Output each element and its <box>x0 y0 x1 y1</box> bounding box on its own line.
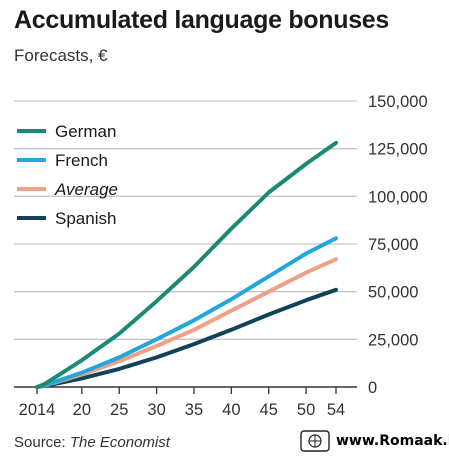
y-tick-label: 125,000 <box>368 141 428 159</box>
x-axis: 2014 20 25 30 35 40 45 50 54 <box>14 386 357 419</box>
series-line-german <box>35 140 338 389</box>
legend-label: French <box>55 151 108 170</box>
x-tick-label: 40 <box>222 401 240 419</box>
legend-label: German <box>55 122 116 141</box>
x-tick-label: 20 <box>73 401 91 419</box>
source-note: Source: The Economist <box>14 434 170 451</box>
y-tick-label: 150,000 <box>368 93 428 111</box>
source-publication: The Economist <box>69 434 170 451</box>
y-axis: 0 25,000 50,000 75,000 100,000 125,000 150,000 <box>368 93 428 397</box>
x-tick-label: 30 <box>147 401 165 419</box>
legend-label: Average <box>54 180 118 199</box>
chart-subtitle: Forecasts, € <box>14 46 108 65</box>
y-tick-label: 100,000 <box>368 188 428 206</box>
chart-title: Accumulated language bonuses <box>14 6 390 34</box>
source-label: Source: <box>14 434 70 451</box>
watermark: www.Romaak.ir <box>300 430 449 452</box>
series-line-french <box>35 236 338 389</box>
legend-label: Spanish <box>55 209 116 228</box>
x-tick-label: 35 <box>185 401 203 419</box>
x-tick-label: 2014 <box>19 401 56 419</box>
website-logo-icon <box>300 430 330 452</box>
watermark-text: www.Romaak.ir <box>336 433 449 449</box>
y-tick-label: 25,000 <box>368 331 418 349</box>
y-tick-label: 50,000 <box>368 284 418 302</box>
x-tick-label: 25 <box>110 401 128 419</box>
y-tick-label: 75,000 <box>368 236 418 254</box>
x-tick-label: 45 <box>260 401 278 419</box>
legend: German French Average Spanish <box>17 122 118 228</box>
x-tick-label: 50 <box>297 401 315 419</box>
grid-layer <box>14 100 357 340</box>
series-layer <box>35 140 338 389</box>
y-tick-label: 0 <box>368 379 377 397</box>
x-tick-label: 54 <box>327 401 345 419</box>
